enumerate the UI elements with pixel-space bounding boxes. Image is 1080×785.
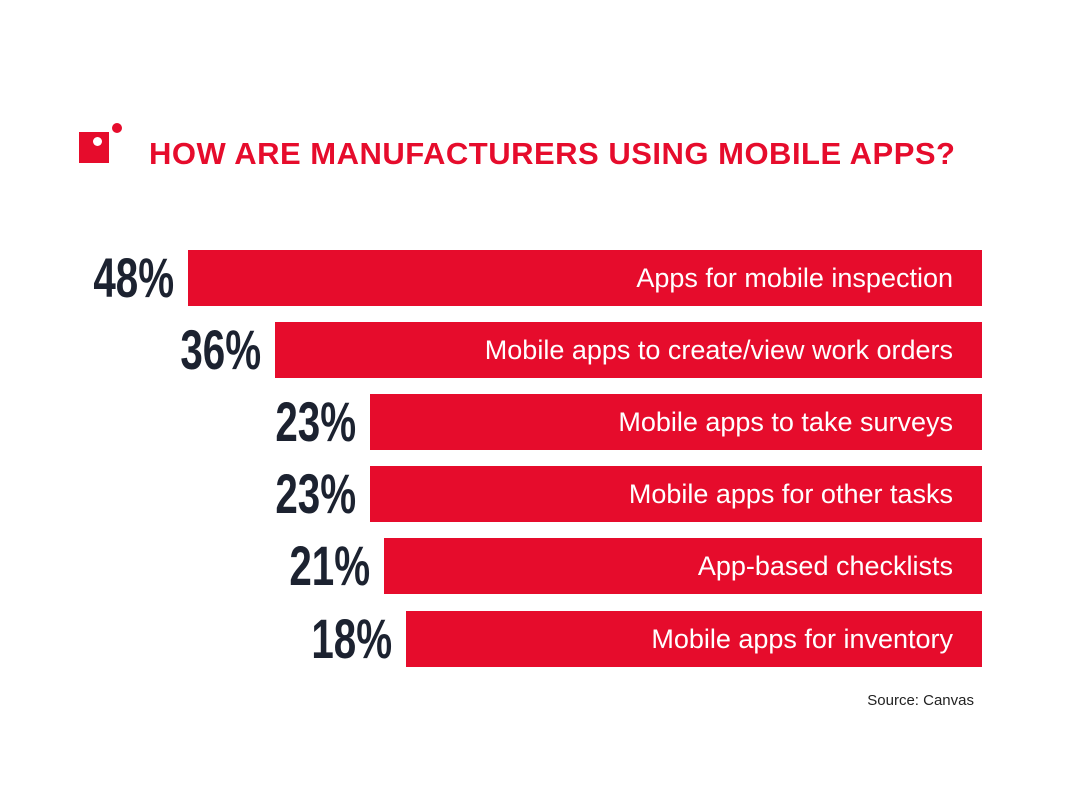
bar: Apps for mobile inspection: [188, 250, 982, 306]
bar-label: Mobile apps to create/view work orders: [484, 335, 953, 366]
logo-hole: [93, 137, 102, 146]
value-label: 36%: [180, 318, 262, 382]
source-note: Source: Canvas: [867, 692, 974, 709]
bar-row: 23% Mobile apps to take surveys: [0, 390, 982, 454]
value-label: 48%: [93, 246, 175, 309]
logo-square-icon: [79, 132, 109, 163]
bar-label: Mobile apps to take surveys: [618, 407, 953, 438]
value-label: 18%: [311, 606, 392, 670]
bar-row: 18% Mobile apps for inventory: [0, 606, 982, 670]
bar: Mobile apps to take surveys: [369, 394, 982, 451]
value-label: 23%: [274, 462, 356, 526]
value-label: 21%: [289, 534, 371, 598]
chart-title: HOW ARE MANUFACTURERS USING MOBILE APPS?: [149, 136, 956, 171]
bar: Mobile apps for other tasks: [369, 466, 982, 523]
bar-label: Mobile apps for other tasks: [628, 479, 953, 510]
bar-label: Apps for mobile inspection: [636, 263, 953, 293]
bar: Mobile apps for inventory: [405, 610, 982, 667]
bar-label: Mobile apps for inventory: [651, 623, 953, 654]
bar-row: 48% Apps for mobile inspection: [0, 246, 982, 309]
bar-row: 36% Mobile apps to create/view work order…: [0, 318, 982, 382]
bar: App-based checklists: [384, 538, 982, 595]
value-label: 23%: [274, 390, 356, 454]
bar-label: App-based checklists: [697, 551, 953, 582]
bar: Mobile apps to create/view work orders: [275, 322, 982, 379]
bar-row: 21% App-based checklists: [0, 534, 982, 598]
bar-row: 23% Mobile apps for other tasks: [0, 462, 982, 526]
logo-dot-icon: [112, 123, 122, 133]
